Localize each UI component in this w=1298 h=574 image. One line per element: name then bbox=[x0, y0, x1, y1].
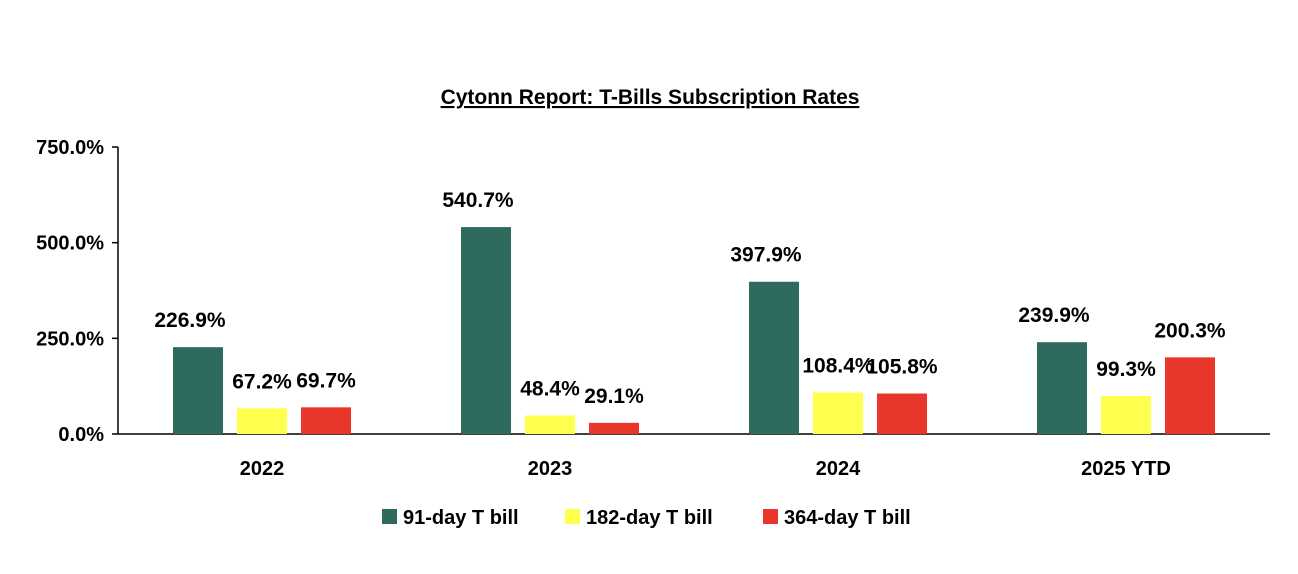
x-tick-label: 2024 bbox=[816, 458, 861, 480]
x-axis: 2022 2023 2024 2025 YTD bbox=[118, 433, 1270, 480]
data-label: 540.7% bbox=[442, 189, 514, 212]
legend-swatch bbox=[382, 509, 397, 524]
y-tick-label: 250.0% bbox=[36, 328, 104, 350]
data-label: 29.1% bbox=[584, 385, 644, 408]
data-label: 200.3% bbox=[1154, 319, 1226, 342]
legend-swatch bbox=[565, 509, 580, 524]
data-label: 69.7% bbox=[296, 369, 356, 392]
legend-label: 364-day T bill bbox=[784, 507, 911, 529]
bar bbox=[237, 408, 287, 434]
legend-label: 182-day T bill bbox=[586, 507, 713, 529]
bar bbox=[749, 281, 799, 434]
data-label: 226.9% bbox=[154, 309, 226, 332]
bar bbox=[173, 347, 223, 434]
data-label: 397.9% bbox=[730, 244, 802, 267]
bar bbox=[1037, 342, 1087, 434]
bar bbox=[1101, 396, 1151, 434]
x-tick-label: 2025 YTD bbox=[1081, 458, 1171, 480]
data-labels: 226.9% 67.2% 69.7% 540.7% 48.4% 29.1% 397.9% 10… bbox=[154, 189, 1226, 408]
legend-swatch bbox=[763, 509, 778, 524]
bar bbox=[813, 392, 863, 434]
y-tick-label: 500.0% bbox=[36, 233, 104, 255]
data-label: 239.9% bbox=[1018, 304, 1090, 327]
chart-title: Cytonn Report: T-Bills Subscription Rate… bbox=[441, 86, 860, 109]
y-tick-label: 0.0% bbox=[58, 424, 104, 446]
bar bbox=[1165, 357, 1215, 434]
y-tick-label: 750.0% bbox=[36, 137, 104, 159]
bars bbox=[173, 227, 1215, 434]
legend-label: 91-day T bill bbox=[403, 507, 519, 529]
bar bbox=[589, 422, 639, 434]
data-label: 108.4% bbox=[802, 355, 874, 378]
y-axis: 0.0% 250.0% 500.0% 750.0% bbox=[36, 137, 119, 446]
x-tick-label: 2023 bbox=[528, 458, 573, 480]
x-tick-label: 2022 bbox=[240, 458, 285, 480]
data-label: 48.4% bbox=[520, 377, 580, 400]
data-label: 105.8% bbox=[866, 356, 938, 379]
bar bbox=[525, 415, 575, 434]
bar bbox=[461, 227, 511, 434]
legend: 91-day T bill 182-day T bill 364-day T bil… bbox=[382, 507, 911, 529]
bar bbox=[877, 393, 927, 434]
data-label: 99.3% bbox=[1096, 358, 1156, 381]
data-label: 67.2% bbox=[232, 370, 292, 393]
bar bbox=[301, 407, 351, 434]
